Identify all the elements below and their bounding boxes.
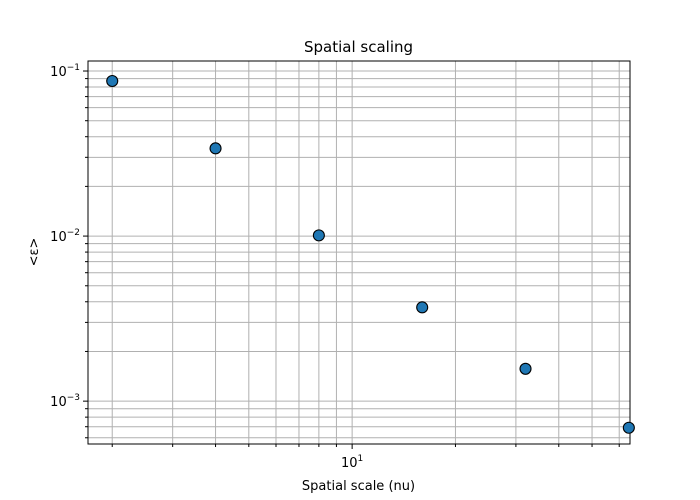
x-tick-label-base: 10 [341,456,358,471]
x-tick-label-exponent: 1 [358,454,364,464]
y-tick-label-exponent: −3 [67,393,80,403]
y-tick-label-exponent: −2 [67,228,80,238]
y-tick-label-base: 10 [50,395,67,410]
y-tick-label: 10−2 [50,228,80,245]
data-point [106,74,119,88]
y-tick-label-exponent: −1 [67,63,80,73]
x-tick-label: 101 [341,454,363,471]
y-tick-label: 10−1 [50,63,80,80]
y-axis-ticks: 10−310−210−1 [50,63,88,439]
y-tick-label-base: 10 [50,65,67,80]
data-point [209,142,222,155]
data-point [622,421,635,434]
major-grid [88,61,630,444]
y-tick-label: 10−3 [50,393,80,410]
data-point [519,362,532,375]
data-point [312,229,325,242]
data-points [106,74,635,434]
x-axis-label: Spatial scale (nu) [302,479,415,494]
data-point [416,301,429,314]
chart-title: Spatial scaling [304,38,413,56]
minor-grid [88,61,630,444]
y-tick-label-base: 10 [50,230,67,245]
y-axis-label: <ε> [27,238,42,267]
x-axis-ticks: 101 [111,444,620,471]
